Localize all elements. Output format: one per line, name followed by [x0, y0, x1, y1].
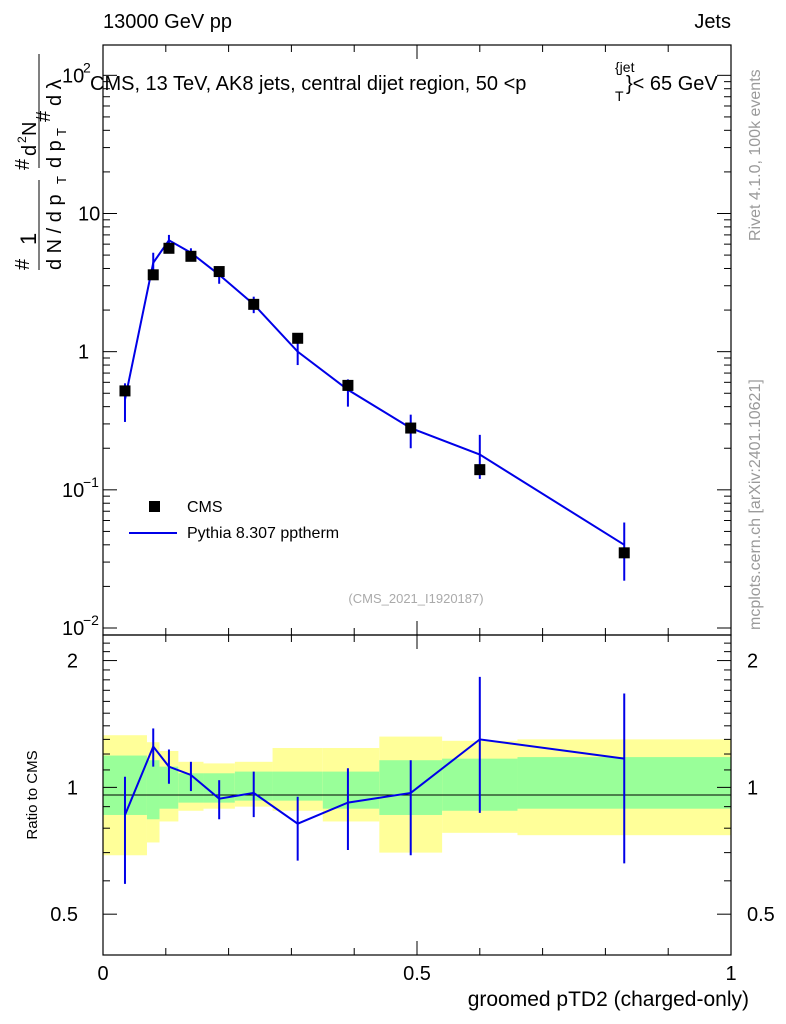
ratio-tick-label-right: 2 [747, 651, 758, 673]
y-tick-label: 1 [78, 342, 89, 364]
title-end: }< 65 GeV [626, 73, 718, 95]
data-point [147, 269, 159, 281]
x-tick-label: 0.5 [403, 963, 431, 985]
x-axis-label: groomed pTD2 (charged-only) [468, 988, 749, 1011]
main-panel-marks [119, 234, 630, 581]
data-point [618, 547, 630, 559]
svg-text:d p: d p [44, 140, 66, 168]
data-point [185, 250, 197, 262]
svg-text:2: 2 [15, 136, 29, 143]
y-tick-exponent: −2 [83, 612, 99, 628]
category-label: Jets [694, 11, 731, 33]
y-tick-label: 10 [62, 65, 84, 87]
y-tick-label: 10 [62, 618, 84, 640]
data-point [342, 379, 354, 391]
svg-text:#: # [33, 110, 55, 122]
svg-text:d λ: d λ [44, 79, 66, 106]
inner-band-segment [159, 766, 179, 809]
data-point [213, 266, 225, 278]
title-main: CMS, 13 TeV, AK8 jets, central dijet reg… [90, 73, 526, 95]
plot-title: CMS, 13 TeV, AK8 jets, central dijet reg… [90, 59, 718, 104]
ratio-tick-label: 0.5 [50, 904, 78, 926]
y-tick-label: 10 [62, 480, 84, 502]
ratio-tick-label-right: 1 [747, 777, 758, 799]
data-point [119, 385, 131, 397]
y-tick-exponent: −1 [83, 474, 99, 490]
svg-text:#: # [12, 158, 34, 170]
ratio-tick-label: 2 [67, 651, 78, 673]
svg-text:T: T [54, 128, 69, 136]
x-tick-label: 1 [725, 963, 736, 985]
legend-data-label: CMS [187, 499, 223, 516]
svg-text:d N / d p: d N / d p [44, 194, 66, 270]
data-point [248, 298, 260, 310]
ratio-tick-label: 1 [67, 777, 78, 799]
title-subscript: T [615, 88, 624, 104]
ratio-panel-marks [123, 676, 626, 884]
legend-mc-label: Pythia 8.307 pptherm [187, 525, 339, 542]
legend-data-marker [149, 501, 160, 512]
data-point [474, 464, 486, 476]
inner-band-segment [146, 760, 160, 820]
data-point [405, 422, 417, 434]
svg-text:1: 1 [16, 233, 41, 245]
main-y-axis-label: # 1 d N / d p T # d 2 N d p T # d λ [12, 54, 69, 270]
title-superscript: {jet [615, 59, 635, 75]
ratio-tick-label-right: 0.5 [747, 904, 775, 926]
legend: CMS Pythia 8.307 pptherm [129, 499, 339, 542]
y-tick-label: 10 [78, 203, 100, 225]
energy-label: 13000 GeV pp [103, 11, 232, 33]
ratio-y-axis-label: Ratio to CMS [24, 750, 41, 839]
mcplots-label: mcplots.cern.ch [arXiv:2401.10621] [747, 379, 764, 630]
x-tick-label: 0 [97, 963, 108, 985]
y-tick-exponent: 2 [83, 59, 91, 75]
svg-text:N: N [19, 122, 41, 136]
data-point [163, 242, 175, 254]
svg-text:#: # [12, 258, 34, 270]
main-panel-frame [102, 44, 732, 636]
svg-text:T: T [54, 176, 69, 184]
inner-band-segment [272, 771, 323, 801]
data-point [292, 332, 304, 344]
rivet-version-label: Rivet 4.1.0, 100k events [747, 69, 764, 241]
analysis-id: (CMS_2021_I1920187) [348, 591, 483, 606]
svg-text:d: d [19, 145, 41, 156]
